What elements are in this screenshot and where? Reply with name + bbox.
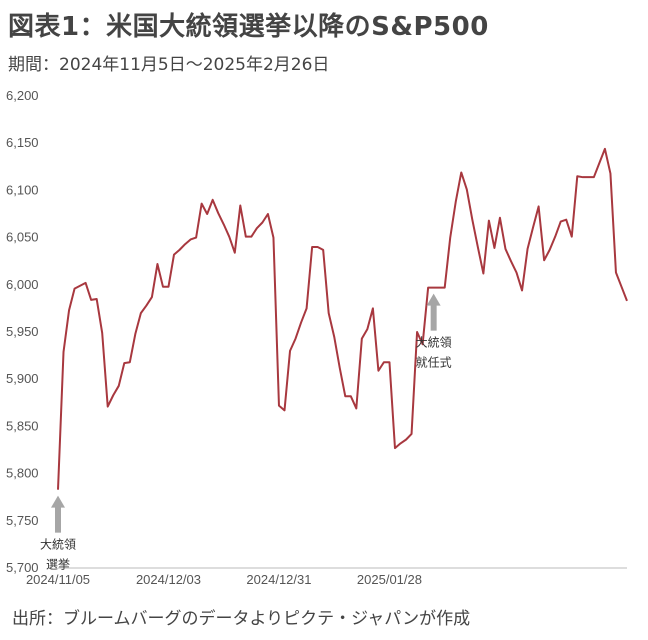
source-note: 出所：ブルームバーグのデータよりピクテ・ジャパンが作成 — [12, 609, 471, 629]
x-tick-label: 2024/11/05 — [26, 572, 90, 587]
y-tick-label: 6,200 — [6, 88, 39, 103]
y-tick-label: 6,100 — [6, 182, 39, 197]
annotation-label: 選挙 — [46, 558, 70, 572]
annotation-label: 就任式 — [416, 356, 452, 370]
annotation-arrow-shaft — [55, 506, 61, 533]
annotation-arrow-head — [426, 293, 441, 306]
y-tick-label: 5,750 — [6, 513, 39, 528]
y-tick-label: 5,850 — [6, 418, 39, 433]
x-tick-label: 2024/12/31 — [246, 572, 311, 587]
y-tick-label: 5,950 — [6, 324, 39, 339]
y-tick-label: 6,050 — [6, 230, 39, 245]
sp500-line — [57, 147, 628, 490]
y-tick-label: 6,000 — [6, 277, 39, 292]
annotation-arrow-head — [51, 495, 65, 508]
annotation-label: 大統領 — [40, 537, 76, 552]
annotation-label: 大統領 — [416, 335, 452, 350]
y-tick-label: 5,800 — [6, 466, 39, 481]
x-tick-label: 2025/01/28 — [357, 572, 422, 587]
annotation-arrow-shaft — [430, 304, 437, 331]
y-tick-label: 5,900 — [6, 371, 39, 386]
chart-title: 図表1：米国大統領選挙以降のS&P500 — [8, 12, 489, 42]
chart-period: 期間：2024年11月5日～2025年2月26日 — [8, 55, 330, 75]
y-tick-label: 5,700 — [6, 560, 39, 575]
x-tick-label: 2024/12/03 — [136, 572, 201, 587]
y-tick-label: 6,150 — [6, 135, 39, 150]
